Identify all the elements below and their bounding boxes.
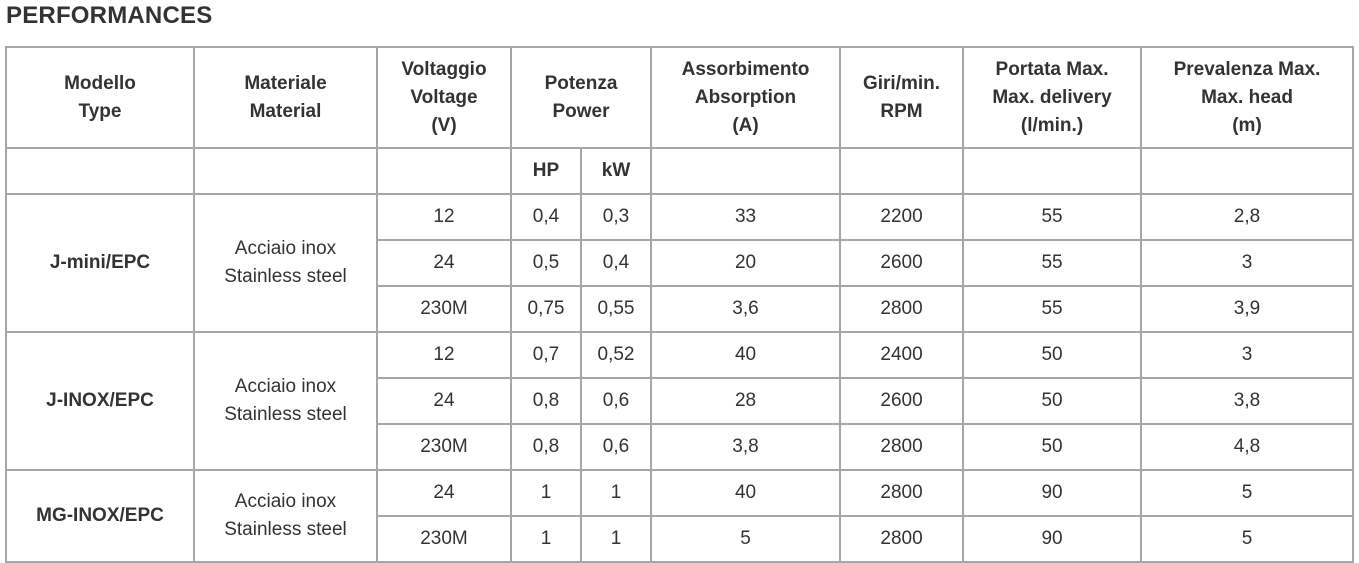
absorption-cell: 33 <box>650 193 842 241</box>
rpm-cell: 2400 <box>839 331 965 379</box>
delivery-cell: 55 <box>962 285 1143 333</box>
head-cell: 3,9 <box>1140 285 1355 333</box>
rpm-cell: 2800 <box>839 515 965 563</box>
kw-cell: 0,55 <box>579 285 653 333</box>
hp-cell: 0,4 <box>510 193 582 241</box>
model-cell: J-INOX/EPC <box>5 331 195 471</box>
absorption-cell: 3,8 <box>650 423 842 471</box>
table-row: MG-INOX/EPC Acciaio inox Stainless steel… <box>5 469 1355 563</box>
rpm-cell: 2600 <box>839 239 965 287</box>
hp-cell: 1 <box>510 515 582 563</box>
absorption-cell: 20 <box>650 239 842 287</box>
empty-cell <box>376 147 512 195</box>
header-kw: kW <box>579 147 653 195</box>
head-cell: 3 <box>1140 239 1355 287</box>
table-row: J-INOX/EPC Acciaio inox Stainless steel … <box>5 331 1355 471</box>
kw-cell: 1 <box>579 515 653 563</box>
delivery-cell: 55 <box>962 239 1143 287</box>
delivery-cell: 50 <box>962 377 1143 425</box>
table-row: 24 0,8 0,6 28 2600 50 3,8 <box>6 377 1355 425</box>
head-cell: 5 <box>1140 515 1355 563</box>
head-cell: 3 <box>1140 331 1355 379</box>
header-row: Modello Type Materiale Material Voltaggi… <box>5 46 1355 149</box>
subheader-row: HP kW <box>5 147 1355 195</box>
rpm-cell: 2800 <box>839 423 965 471</box>
hp-cell: 0,5 <box>510 239 582 287</box>
table-row: 230M 0,8 0,6 3,8 2800 50 4,8 <box>6 423 1355 471</box>
absorption-cell: 5 <box>650 515 842 563</box>
empty-cell <box>193 147 378 195</box>
empty-cell <box>1140 147 1355 195</box>
header-voltage: Voltaggio Voltage (V) <box>376 46 512 149</box>
model-cell: J-mini/EPC <box>5 193 195 333</box>
rpm-cell: 2800 <box>839 469 965 517</box>
kw-cell: 0,52 <box>579 331 653 379</box>
absorption-cell: 3,6 <box>650 285 842 333</box>
rpm-cell: 2200 <box>839 193 965 241</box>
material-cell: Acciaio inox Stainless steel <box>193 331 378 471</box>
kw-cell: 1 <box>579 469 653 517</box>
delivery-cell: 50 <box>962 423 1143 471</box>
material-cell: Acciaio inox Stainless steel <box>193 193 378 333</box>
header-power: Potenza Power <box>509 46 653 149</box>
voltage-cell: 24 <box>376 239 512 287</box>
head-cell: 4,8 <box>1140 423 1355 471</box>
header-absorption: Assorbimento Absorption (A) <box>650 46 842 149</box>
absorption-cell: 40 <box>650 469 842 517</box>
empty-cell <box>5 147 195 195</box>
material-cell: Acciaio inox Stainless steel <box>193 469 378 563</box>
header-material: Materiale Material <box>193 46 378 149</box>
empty-cell <box>839 147 965 195</box>
voltage-cell: 230M <box>376 285 512 333</box>
kw-cell: 0,4 <box>579 239 653 287</box>
head-cell: 2,8 <box>1140 193 1355 241</box>
voltage-cell: 24 <box>376 377 512 425</box>
voltage-cell: 12 <box>376 193 512 241</box>
kw-cell: 0,6 <box>579 377 653 425</box>
delivery-cell: 50 <box>962 331 1143 379</box>
absorption-cell: 28 <box>650 377 842 425</box>
hp-cell: 1 <box>510 469 582 517</box>
voltage-cell: 12 <box>376 331 512 379</box>
rpm-cell: 2600 <box>839 377 965 425</box>
hp-cell: 0,7 <box>510 331 582 379</box>
empty-cell <box>650 147 842 195</box>
model-cell: MG-INOX/EPC <box>5 469 195 563</box>
voltage-cell: 24 <box>376 469 512 517</box>
header-hp: HP <box>510 147 582 195</box>
table-row: 230M 0,75 0,55 3,6 2800 55 3,9 <box>6 285 1355 333</box>
hp-cell: 0,8 <box>510 377 582 425</box>
hp-cell: 0,75 <box>510 285 582 333</box>
empty-cell <box>962 147 1143 195</box>
delivery-cell: 90 <box>962 515 1143 563</box>
header-head: Prevalenza Max. Max. head (m) <box>1140 46 1355 149</box>
voltage-cell: 230M <box>376 515 512 563</box>
kw-cell: 0,3 <box>579 193 653 241</box>
performance-table: Modello Type Materiale Material Voltaggi… <box>5 46 1355 563</box>
absorption-cell: 40 <box>650 331 842 379</box>
rpm-cell: 2800 <box>839 285 965 333</box>
header-rpm: Giri/min. RPM <box>839 46 965 149</box>
page-title: PERFORMANCES <box>6 2 213 29</box>
kw-cell: 0,6 <box>579 423 653 471</box>
header-delivery: Portata Max. Max. delivery (l/min.) <box>962 46 1143 149</box>
hp-cell: 0,8 <box>510 423 582 471</box>
voltage-cell: 230M <box>376 423 512 471</box>
table-row: 24 0,5 0,4 20 2600 55 3 <box>6 239 1355 287</box>
head-cell: 5 <box>1140 469 1355 517</box>
table-row: J-mini/EPC Acciaio inox Stainless steel … <box>5 193 1355 333</box>
header-model: Modello Type <box>5 46 195 149</box>
delivery-cell: 90 <box>962 469 1143 517</box>
delivery-cell: 55 <box>962 193 1143 241</box>
head-cell: 3,8 <box>1140 377 1355 425</box>
